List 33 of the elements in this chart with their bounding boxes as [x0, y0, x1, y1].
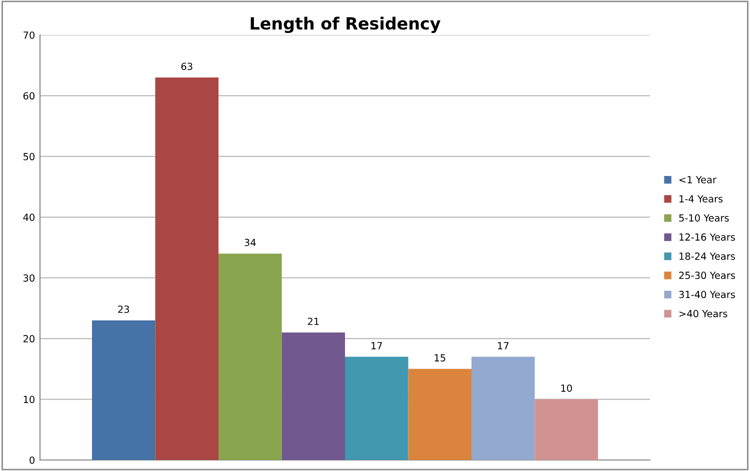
legend-label: <1 Year: [679, 176, 716, 184]
y-tick-label: 50: [24, 152, 34, 160]
data-label: 10: [561, 384, 572, 392]
legend-label: 12-16 Years: [680, 233, 735, 241]
bar: [472, 356, 535, 460]
data-label: 17: [372, 342, 382, 350]
bar: [534, 399, 598, 460]
data-label: 34: [244, 238, 256, 246]
legend-label: 1-4 Years: [680, 195, 723, 202]
bar: [345, 356, 408, 460]
bar: [408, 368, 472, 460]
y-tick-label: 40: [23, 214, 34, 221]
data-label: 17: [498, 342, 508, 350]
y-tick-label: 10: [24, 396, 34, 404]
data-label: 15: [434, 354, 446, 362]
data-label: 63: [181, 62, 192, 70]
bar: [282, 332, 345, 460]
y-tick-label: 0: [30, 456, 34, 464]
y-tick-label: 70: [24, 31, 34, 39]
data-label: 23: [118, 306, 130, 313]
bar: [92, 320, 156, 460]
chart-title: Length of Residency: [250, 16, 440, 34]
y-tick-label: 30: [24, 274, 34, 282]
bar: [218, 254, 282, 460]
bar: [155, 78, 218, 460]
legend-label: 31-40 Years: [679, 290, 735, 298]
y-tick-label: 60: [23, 92, 34, 100]
legend-label: 18-24 Years: [680, 252, 735, 260]
legend-label: 5-10 Years: [679, 214, 729, 222]
data-label: 21: [308, 318, 319, 325]
legend-label: 25-30 Years: [679, 272, 735, 280]
y-tick-label: 20: [23, 335, 34, 342]
legend-label: >40 Years: [679, 310, 728, 318]
